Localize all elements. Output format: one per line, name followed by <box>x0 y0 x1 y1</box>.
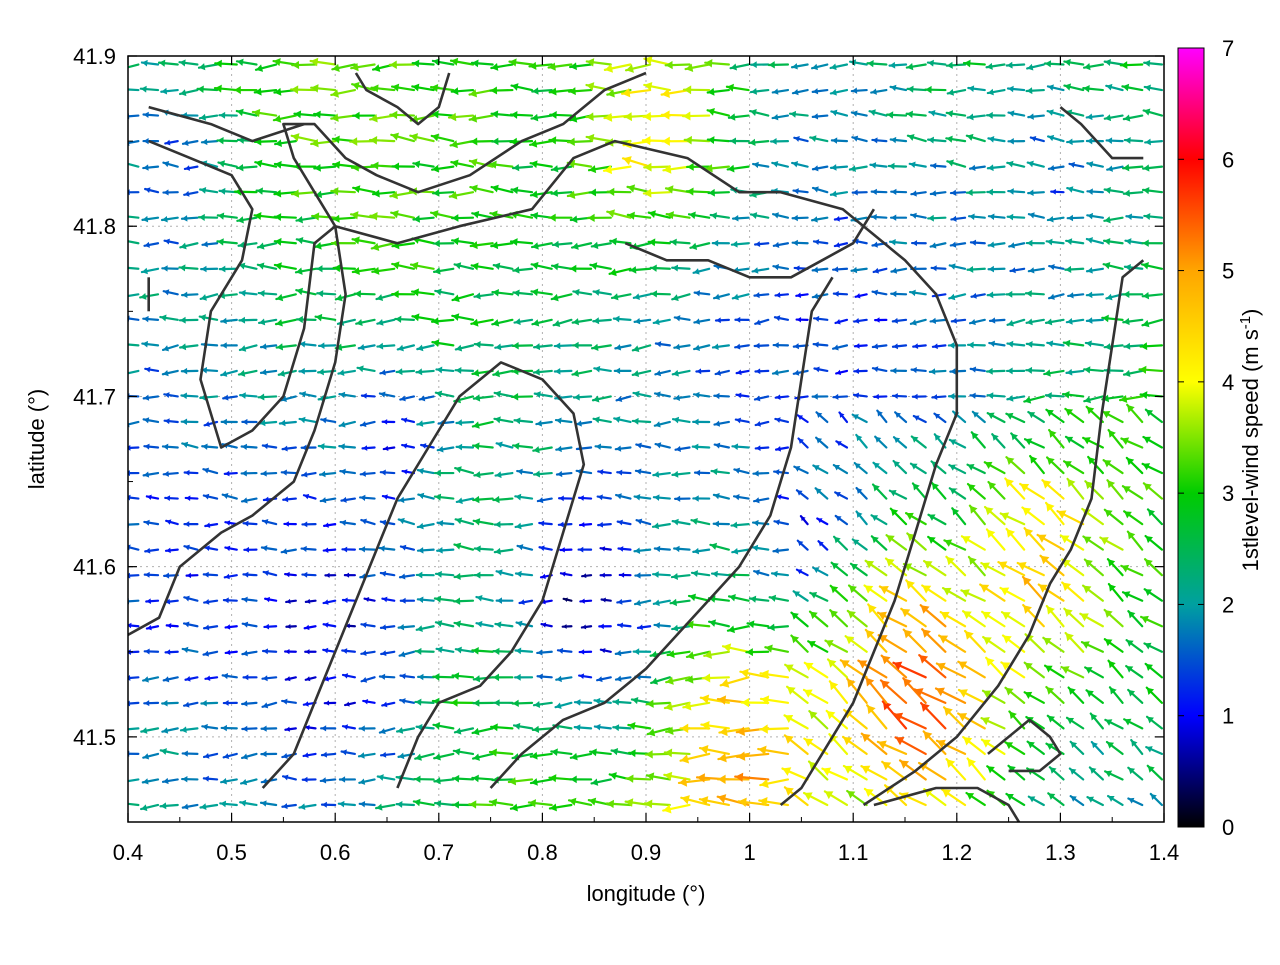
x-tick-label: 1.3 <box>1045 840 1076 865</box>
x-axis-label: longitude (°) <box>587 881 706 906</box>
colorbar-label-main: 1stlevel-wind speed (m s <box>1238 329 1263 571</box>
colorbar-gradient <box>1178 48 1204 827</box>
x-tick-label: 1.1 <box>838 840 869 865</box>
colorbar-label-end: ) <box>1238 309 1263 316</box>
colorbar-tick-label: 1 <box>1222 704 1234 729</box>
y-tick-label: 41.7 <box>73 384 116 409</box>
x-tick-label: 1.2 <box>942 840 973 865</box>
colorbar-tick-label: 7 <box>1222 36 1234 61</box>
x-tick-label: 0.8 <box>527 840 558 865</box>
colorbar-tick-label: 0 <box>1222 815 1234 840</box>
x-tick-label: 0.5 <box>216 840 247 865</box>
colorbar-tick-label: 5 <box>1222 259 1234 284</box>
y-tick-label: 41.8 <box>73 214 116 239</box>
x-tick-label: 1 <box>743 840 755 865</box>
x-tick-label: 0.6 <box>320 840 351 865</box>
y-tick-label: 41.5 <box>73 725 116 750</box>
y-axis-label: latitude (°) <box>24 389 49 490</box>
y-tick-label: 41.6 <box>73 555 116 580</box>
y-tick-label: 41.9 <box>73 44 116 69</box>
colorbar-label-superscript: -1 <box>1237 316 1254 329</box>
colorbar: 0 1 2 3 4 5 6 7 1stlevel-wind speed (m s-1) <box>1178 36 1263 840</box>
colorbar-label: 1stlevel-wind speed (m s-1) <box>1237 309 1264 572</box>
colorbar-tick-label: 3 <box>1222 481 1234 506</box>
colorbar-tick-label: 2 <box>1222 592 1234 617</box>
x-tick-label: 0.4 <box>113 840 144 865</box>
colorbar-tick-label: 6 <box>1222 147 1234 172</box>
colorbar-tick-label: 4 <box>1222 370 1234 395</box>
x-tick-label: 0.7 <box>424 840 455 865</box>
x-tick-label: 1.4 <box>1149 840 1180 865</box>
x-tick-label: 0.9 <box>631 840 662 865</box>
